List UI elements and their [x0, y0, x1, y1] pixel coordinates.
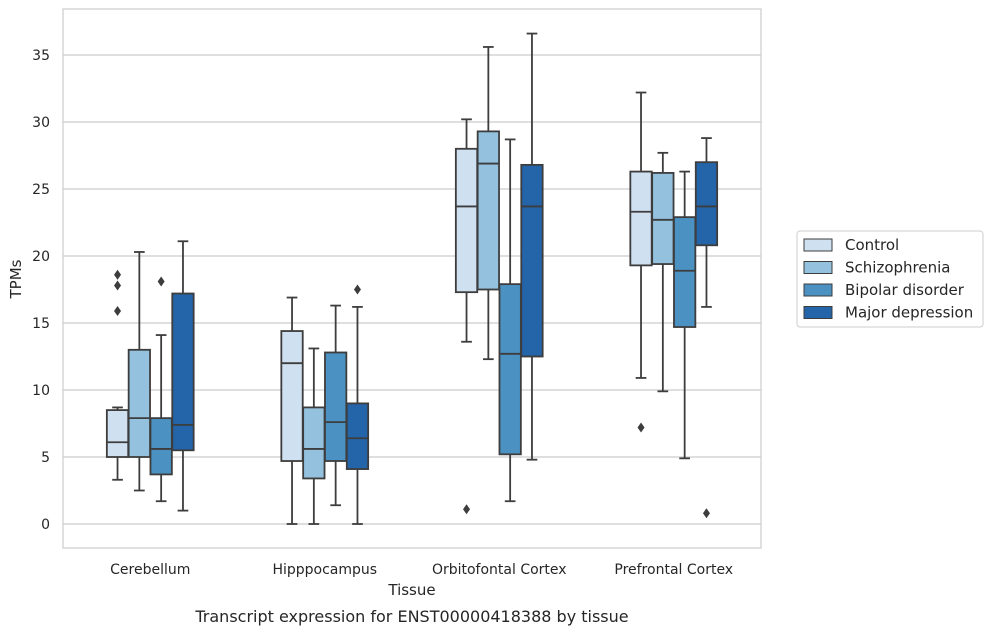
box-control [629, 91, 653, 433]
x-tick-label: Orbitofontal Cortex [432, 562, 567, 578]
y-axis-title: TPMs [7, 259, 25, 299]
iqr-box [476, 130, 500, 291]
legend-label: Schizophrenia [845, 259, 950, 277]
box-bipolar-disorder [149, 276, 173, 503]
legend-frame [796, 230, 984, 328]
y-tick-label: 20 [32, 249, 50, 265]
iqr-box [324, 351, 348, 462]
iqr-box [520, 163, 544, 358]
y-tick-labels: 0 5 10 15 20 25 30 35 [32, 48, 50, 533]
figure-caption: Transcript expression for ENST0000041838… [194, 607, 628, 626]
outlier-point [114, 280, 122, 291]
box-major-depression [520, 32, 544, 461]
box-bipolar-disorder [673, 170, 697, 460]
box-control [105, 269, 130, 481]
outlier-point [463, 504, 471, 515]
outlier-point [114, 305, 122, 316]
iqr-box [454, 147, 479, 294]
iqr-box [105, 409, 130, 458]
box-schizophrenia [651, 151, 675, 393]
x-tick-label: Cerebellum [110, 562, 190, 578]
box-series-group [105, 32, 719, 525]
outlier-point [157, 276, 165, 287]
outlier-point [637, 422, 645, 433]
y-tick-label: 15 [32, 316, 50, 332]
plot-frame [62, 8, 762, 549]
box-schizophrenia [476, 46, 500, 361]
legend-swatch [803, 283, 833, 297]
legend-label: Major depression [845, 304, 973, 322]
iqr-box [149, 417, 173, 476]
x-axis-title: Tissue [387, 581, 435, 599]
y-tick-label: 10 [32, 383, 50, 399]
outlier-point [353, 284, 361, 295]
legend-label: Control [845, 236, 899, 254]
box-schizophrenia [302, 347, 326, 525]
x-tick-label: Hipppocampus [272, 562, 377, 578]
legend-label: Bipolar disorder [845, 281, 965, 299]
y-tick-label: 30 [32, 115, 50, 131]
box-control [454, 118, 479, 515]
iqr-box [171, 292, 195, 452]
box-major-depression [171, 240, 195, 512]
y-tick-label: 0 [41, 517, 50, 533]
iqr-box [651, 172, 675, 265]
box-major-depression [345, 284, 370, 525]
iqr-box [345, 402, 370, 470]
outlier-point [702, 508, 710, 519]
legend: Control Schizophrenia Bipolar disorder Majo… [796, 230, 984, 328]
x-tick-label: Prefrontal Cortex [614, 562, 733, 578]
y-tick-label: 35 [32, 48, 50, 64]
legend-swatch [803, 261, 833, 274]
outlier-point [114, 269, 122, 280]
y-tick-label: 25 [32, 182, 50, 198]
y-tick-label: 5 [41, 450, 50, 466]
iqr-box [302, 406, 326, 480]
iqr-box [673, 216, 697, 328]
iqr-box [498, 283, 522, 456]
iqr-box [629, 170, 653, 267]
iqr-box [694, 161, 719, 247]
plot-background [63, 9, 761, 548]
box-schizophrenia [127, 251, 151, 492]
legend-swatch [803, 238, 833, 252]
box-major-depression [694, 137, 719, 519]
iqr-box [127, 348, 151, 458]
box-bipolar-disorder [498, 138, 522, 503]
iqr-box [280, 330, 304, 462]
legend-swatch [803, 306, 833, 319]
x-tick-labels: Cerebellum Hipppocampus Orbitofontal Corte… [110, 562, 733, 578]
box-control [280, 296, 304, 525]
